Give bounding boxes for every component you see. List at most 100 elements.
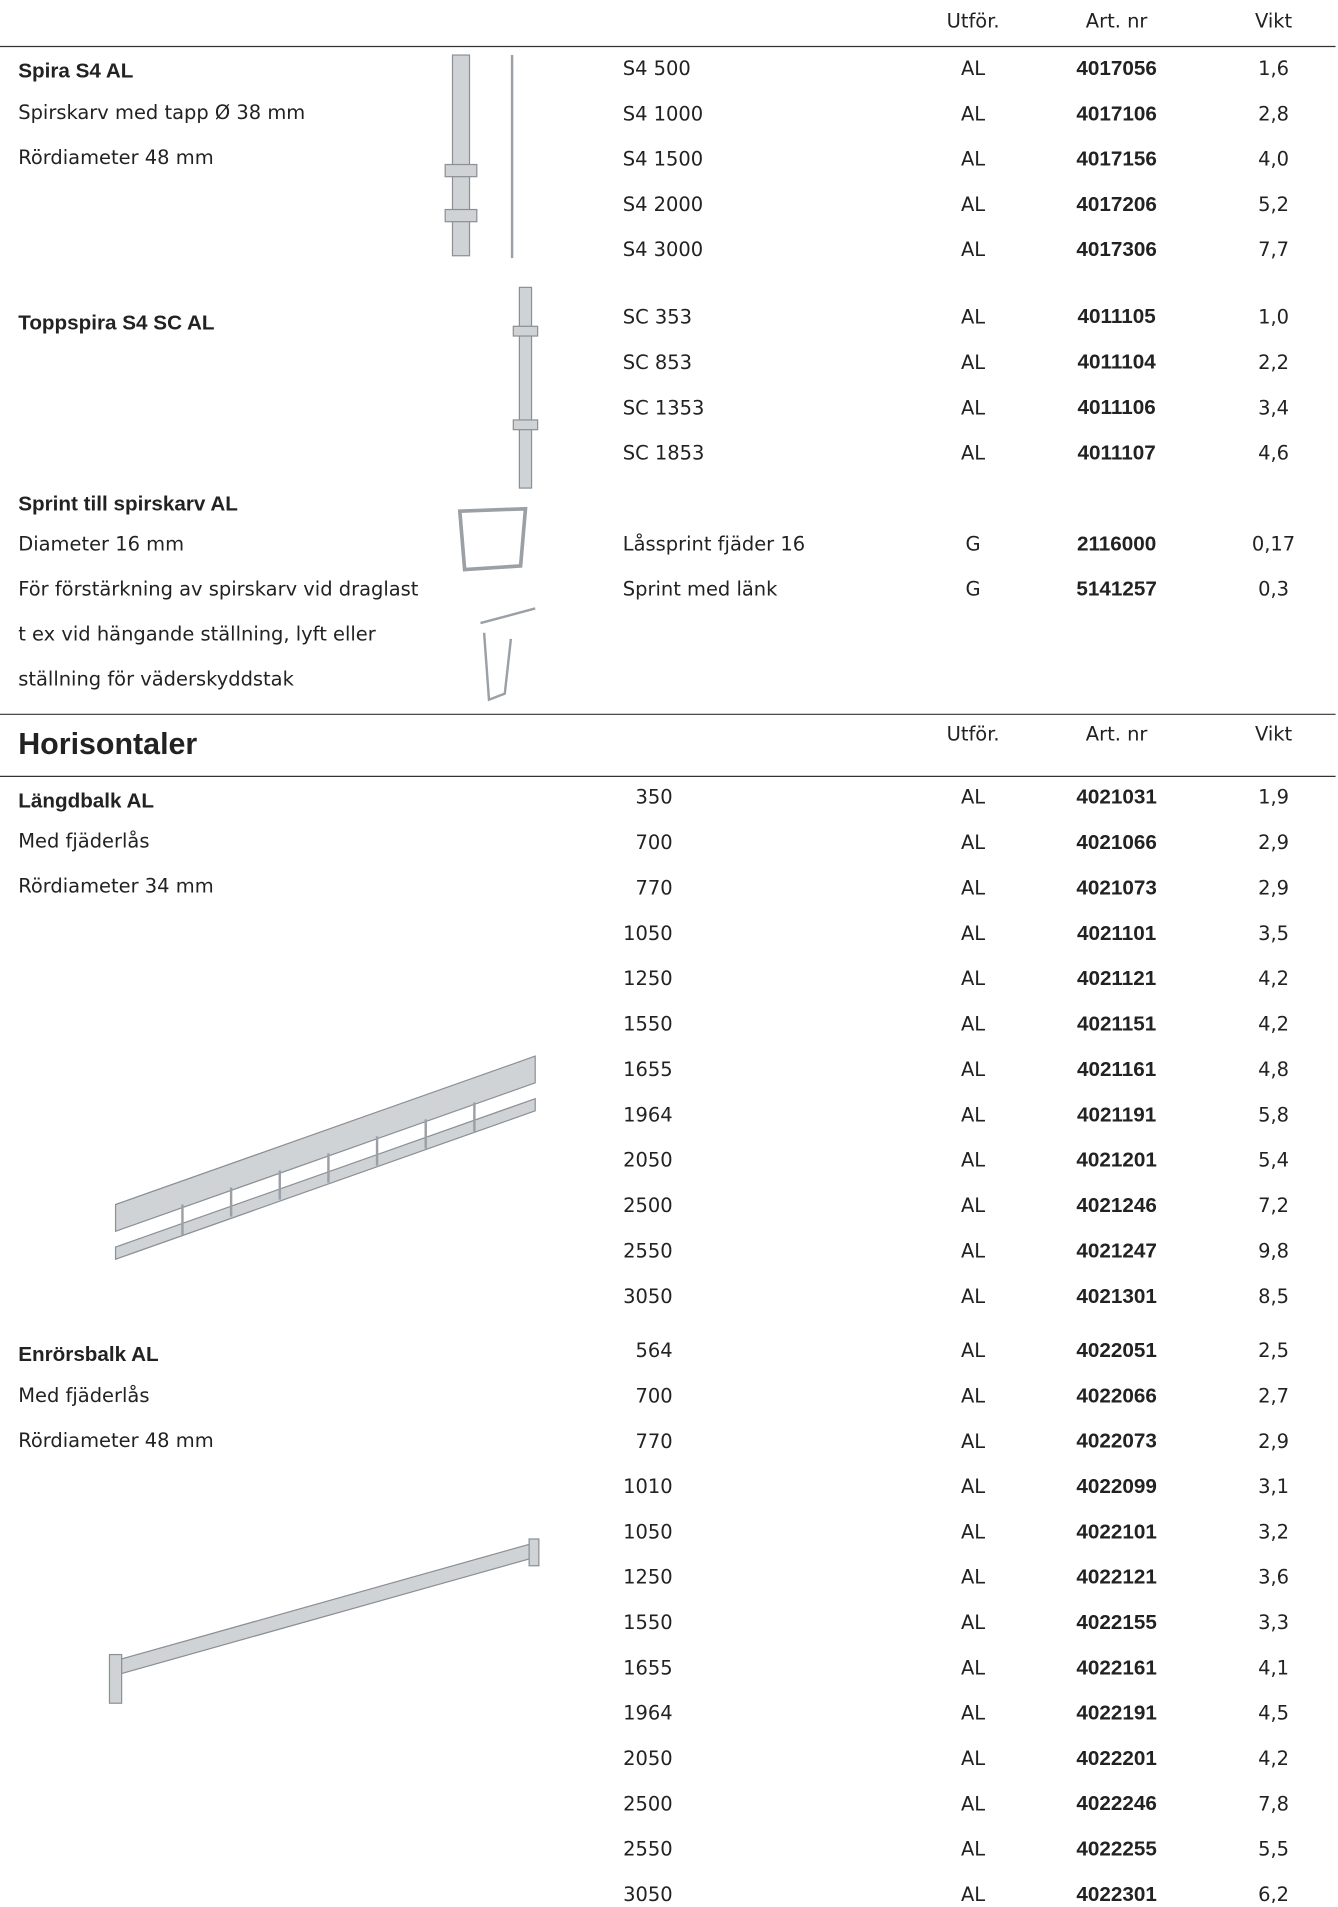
item-material: AL (961, 1103, 985, 1126)
item-weight: 6,2 (1258, 1883, 1289, 1903)
item-name: 1250 (623, 1566, 673, 1589)
item-material: AL (961, 1566, 985, 1589)
item-material: AL (961, 442, 985, 465)
product-desc: Spirskarv med tapp Ø 38 mm (18, 101, 305, 124)
item-art-nr: 4022255 (1076, 1838, 1156, 1861)
item-name: 2500 (623, 1792, 673, 1815)
item-art-nr: 4021301 (1076, 1285, 1156, 1308)
item-art-nr: 4022066 (1076, 1384, 1156, 1407)
item-art-nr: 4021031 (1076, 786, 1156, 809)
item-weight: 4,8 (1258, 1058, 1289, 1081)
item-weight: 5,2 (1258, 193, 1289, 216)
item-weight: 4,6 (1258, 442, 1289, 465)
item-art-nr: 4011105 (1078, 305, 1156, 328)
item-weight: 3,3 (1258, 1611, 1289, 1634)
item-name: 1655 (623, 1058, 673, 1081)
product-desc: Rördiameter 48 mm (18, 146, 213, 169)
item-weight: 2,9 (1258, 831, 1289, 854)
product-desc: Med fjäderlås (18, 1384, 149, 1407)
item-weight: 3,5 (1258, 922, 1289, 945)
item-material: AL (961, 1656, 985, 1679)
item-material: AL (961, 57, 985, 80)
item-material: AL (961, 1883, 985, 1903)
item-material: AL (961, 967, 985, 990)
item-material: AL (961, 786, 985, 809)
product-desc: Rördiameter 34 mm (18, 875, 213, 898)
item-art-nr: 4022246 (1076, 1792, 1156, 1815)
item-art-nr: 4017306 (1076, 238, 1156, 261)
item-weight: 1,6 (1258, 57, 1289, 80)
item-art-nr: 4022101 (1076, 1520, 1156, 1543)
product-title: Toppspira S4 SC AL (18, 311, 214, 334)
item-weight: 2,5 (1258, 1339, 1289, 1362)
item-weight: 3,1 (1258, 1475, 1289, 1498)
item-weight: 3,6 (1258, 1566, 1289, 1589)
item-material: AL (961, 238, 985, 261)
item-name: 1050 (623, 1520, 673, 1543)
item-name: S4 500 (623, 57, 691, 80)
section-title: Horisontaler (18, 727, 197, 761)
item-weight: 5,4 (1258, 1149, 1289, 1172)
item-art-nr: 4021101 (1077, 922, 1156, 945)
product-desc: För förstärkning av spirskarv vid dragla… (18, 578, 419, 601)
item-material: AL (961, 1475, 985, 1498)
item-material: AL (961, 1194, 985, 1217)
item-weight: 5,5 (1258, 1838, 1289, 1861)
item-material: AL (961, 1149, 985, 1172)
item-name: 2050 (623, 1747, 673, 1770)
product-desc: Rördiameter 48 mm (18, 1429, 213, 1452)
item-weight: 7,2 (1258, 1194, 1289, 1217)
col-header: Vikt (1255, 722, 1293, 745)
item-material: AL (961, 305, 985, 328)
item-art-nr: 4017106 (1076, 102, 1156, 125)
item-art-nr: 4021201 (1076, 1149, 1156, 1172)
item-art-nr: 4022161 (1076, 1656, 1156, 1679)
item-art-nr: 4021246 (1076, 1194, 1156, 1217)
item-weight: 2,7 (1258, 1384, 1289, 1407)
item-art-nr: 4022155 (1076, 1611, 1156, 1634)
item-material: AL (961, 1239, 985, 1262)
item-material: AL (961, 1611, 985, 1634)
item-art-nr: 4022051 (1076, 1339, 1156, 1362)
item-art-nr: 4017156 (1076, 148, 1156, 171)
item-name: 770 (636, 876, 673, 899)
item-name: SC 1353 (623, 396, 705, 419)
item-weight: 1,9 (1258, 786, 1289, 809)
item-name: S4 1500 (623, 148, 703, 171)
item-art-nr: 4022201 (1076, 1747, 1156, 1770)
product-desc: t ex vid hängande ställning, lyft eller (18, 623, 376, 646)
item-weight: 2,9 (1258, 1430, 1289, 1453)
item-name: 700 (636, 831, 673, 854)
item-art-nr: 5141257 (1076, 578, 1156, 601)
item-name: 1655 (623, 1656, 673, 1679)
item-material: AL (961, 193, 985, 216)
item-material: AL (961, 922, 985, 945)
ledger-image (114, 1055, 536, 1261)
product-desc: Med fjäderlås (18, 830, 149, 853)
item-art-nr: 4017056 (1076, 57, 1156, 80)
item-weight: 4,2 (1258, 967, 1289, 990)
item-name: S4 2000 (623, 193, 703, 216)
item-name: 350 (636, 786, 673, 809)
item-name: 3050 (623, 1285, 673, 1308)
item-material: AL (961, 1747, 985, 1770)
col-header: Utför. (947, 722, 1000, 745)
item-material: AL (961, 148, 985, 171)
item-weight: 5,8 (1258, 1103, 1289, 1126)
item-weight: 2,9 (1258, 876, 1289, 899)
product-title: Spira S4 AL (18, 60, 133, 83)
item-name: 2050 (623, 1149, 673, 1172)
pin-image (457, 506, 536, 702)
item-name: 1550 (623, 1611, 673, 1634)
item-name: SC 1853 (623, 442, 705, 465)
item-name: 1550 (623, 1013, 673, 1036)
item-art-nr: 4017206 (1076, 193, 1156, 216)
item-weight: 0,17 (1252, 533, 1295, 556)
item-weight: 9,8 (1258, 1239, 1289, 1262)
item-art-nr: 4021161 (1077, 1058, 1156, 1081)
item-weight: 8,5 (1258, 1285, 1289, 1308)
item-name: SC 853 (623, 351, 692, 374)
item-art-nr: 2116000 (1077, 533, 1156, 556)
